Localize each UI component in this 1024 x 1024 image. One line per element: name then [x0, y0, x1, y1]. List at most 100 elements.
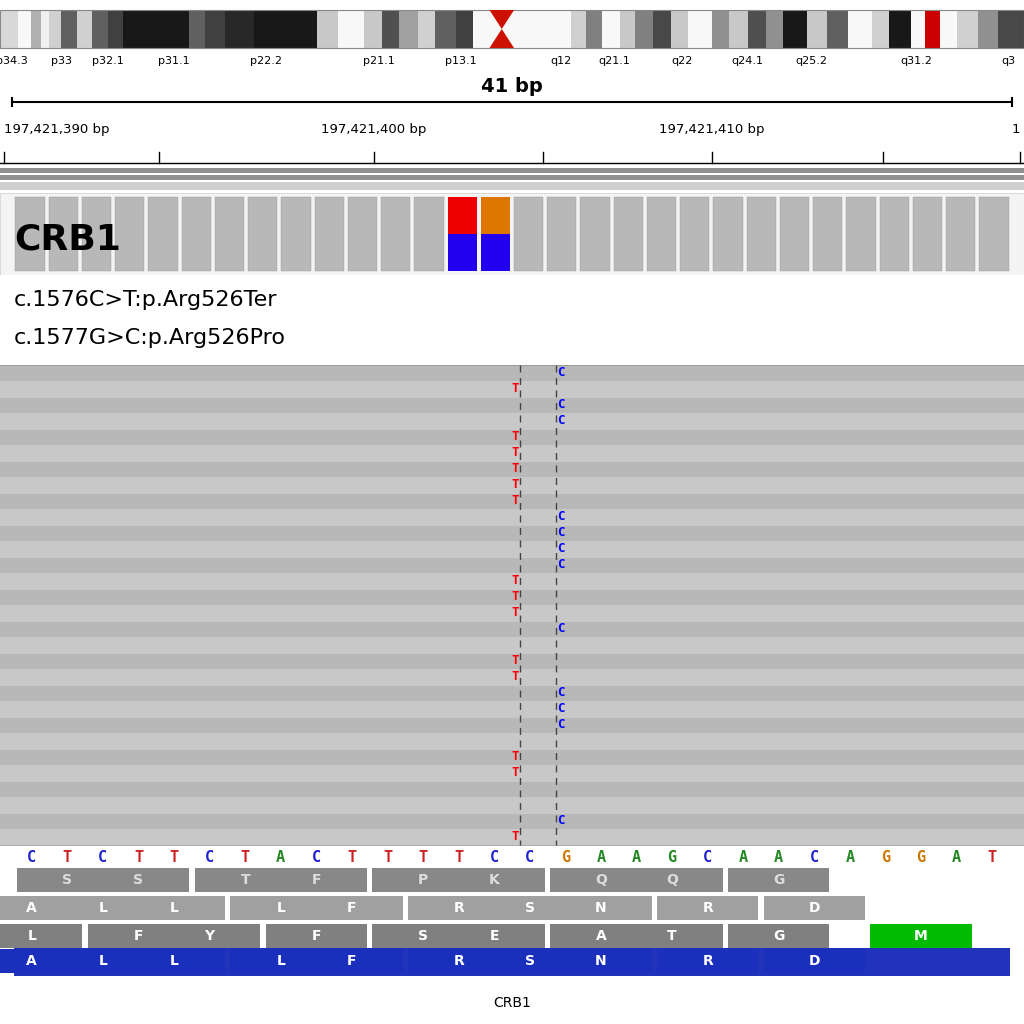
- Bar: [764, 949, 865, 973]
- Bar: [364, 10, 382, 48]
- Bar: [748, 10, 766, 48]
- Bar: [0, 365, 1024, 845]
- Text: A: A: [846, 850, 854, 864]
- Bar: [807, 10, 827, 48]
- Bar: [418, 10, 435, 48]
- Bar: [0, 622, 1024, 637]
- Text: T: T: [419, 850, 428, 864]
- Bar: [88, 868, 189, 892]
- Text: N: N: [595, 954, 607, 968]
- Bar: [159, 924, 260, 948]
- Text: M: M: [914, 929, 928, 943]
- Text: C: C: [557, 814, 565, 827]
- Bar: [581, 197, 609, 271]
- Text: 197,421,410 bp: 197,421,410 bp: [658, 123, 765, 136]
- Bar: [338, 10, 364, 48]
- Bar: [848, 10, 872, 48]
- Bar: [714, 197, 742, 271]
- Text: T: T: [511, 383, 519, 395]
- Bar: [998, 10, 1024, 48]
- Bar: [373, 924, 474, 948]
- Text: G: G: [773, 873, 784, 887]
- Bar: [172, 10, 189, 48]
- Text: p34.3: p34.3: [0, 56, 29, 66]
- Bar: [0, 414, 1024, 428]
- Bar: [946, 197, 976, 271]
- Text: 197,421,390 bp: 197,421,390 bp: [4, 123, 110, 136]
- Bar: [913, 197, 942, 271]
- Text: 41 bp: 41 bp: [481, 77, 543, 96]
- Text: T: T: [511, 606, 519, 620]
- Text: Q: Q: [667, 873, 678, 887]
- Text: K: K: [488, 873, 500, 887]
- Text: P: P: [418, 873, 428, 887]
- Bar: [148, 10, 172, 48]
- Bar: [0, 829, 1024, 845]
- Text: p33: p33: [51, 56, 72, 66]
- Bar: [115, 197, 144, 271]
- Bar: [373, 868, 474, 892]
- Bar: [230, 949, 332, 973]
- Bar: [0, 429, 1024, 444]
- Text: F: F: [347, 901, 356, 915]
- Bar: [0, 590, 1024, 604]
- Bar: [0, 397, 1024, 413]
- Text: G: G: [561, 850, 570, 864]
- Text: A: A: [738, 850, 748, 864]
- Text: L: L: [28, 929, 36, 943]
- Bar: [14, 948, 1010, 976]
- Text: CRB1: CRB1: [494, 996, 530, 1010]
- Bar: [447, 234, 477, 271]
- Bar: [480, 197, 510, 234]
- Bar: [0, 653, 1024, 669]
- Bar: [314, 197, 344, 271]
- Bar: [635, 10, 653, 48]
- Text: L: L: [170, 901, 178, 915]
- Text: G: G: [881, 850, 890, 864]
- Text: q24.1: q24.1: [731, 56, 764, 66]
- Text: T: T: [134, 850, 143, 864]
- Text: T: T: [511, 446, 519, 460]
- Bar: [0, 798, 1024, 812]
- Text: C: C: [557, 719, 565, 731]
- Bar: [0, 382, 1024, 396]
- Bar: [979, 197, 1009, 271]
- Bar: [181, 197, 211, 271]
- Bar: [473, 10, 492, 48]
- Text: C: C: [489, 850, 499, 864]
- Text: A: A: [774, 850, 783, 864]
- Text: F: F: [311, 929, 322, 943]
- Text: T: T: [347, 850, 356, 864]
- Text: L: L: [170, 954, 178, 968]
- Text: q31.2: q31.2: [900, 56, 933, 66]
- Bar: [108, 10, 123, 48]
- Bar: [447, 197, 477, 234]
- Bar: [728, 868, 829, 892]
- Text: p22.2: p22.2: [250, 56, 283, 66]
- Text: T: T: [511, 495, 519, 508]
- Bar: [0, 781, 1024, 797]
- Text: A: A: [596, 850, 605, 864]
- Bar: [435, 10, 456, 48]
- Text: c.1576C>T:p.Arg526Ter: c.1576C>T:p.Arg526Ter: [14, 290, 278, 310]
- Text: A: A: [27, 901, 37, 915]
- Text: q21.1: q21.1: [598, 56, 631, 66]
- Text: T: T: [511, 463, 519, 475]
- Bar: [889, 10, 911, 48]
- Bar: [780, 197, 809, 271]
- Bar: [550, 896, 651, 920]
- Text: C: C: [557, 623, 565, 636]
- Text: R: R: [702, 954, 713, 968]
- Text: C: C: [28, 850, 36, 864]
- Bar: [622, 924, 723, 948]
- Text: G: G: [773, 929, 784, 943]
- Bar: [456, 10, 473, 48]
- Bar: [0, 193, 1024, 275]
- Bar: [0, 494, 1024, 509]
- Polygon shape: [489, 29, 514, 48]
- Text: E: E: [489, 929, 499, 943]
- Text: T: T: [241, 873, 250, 887]
- Bar: [265, 924, 367, 948]
- Bar: [925, 10, 940, 48]
- Bar: [0, 750, 1024, 765]
